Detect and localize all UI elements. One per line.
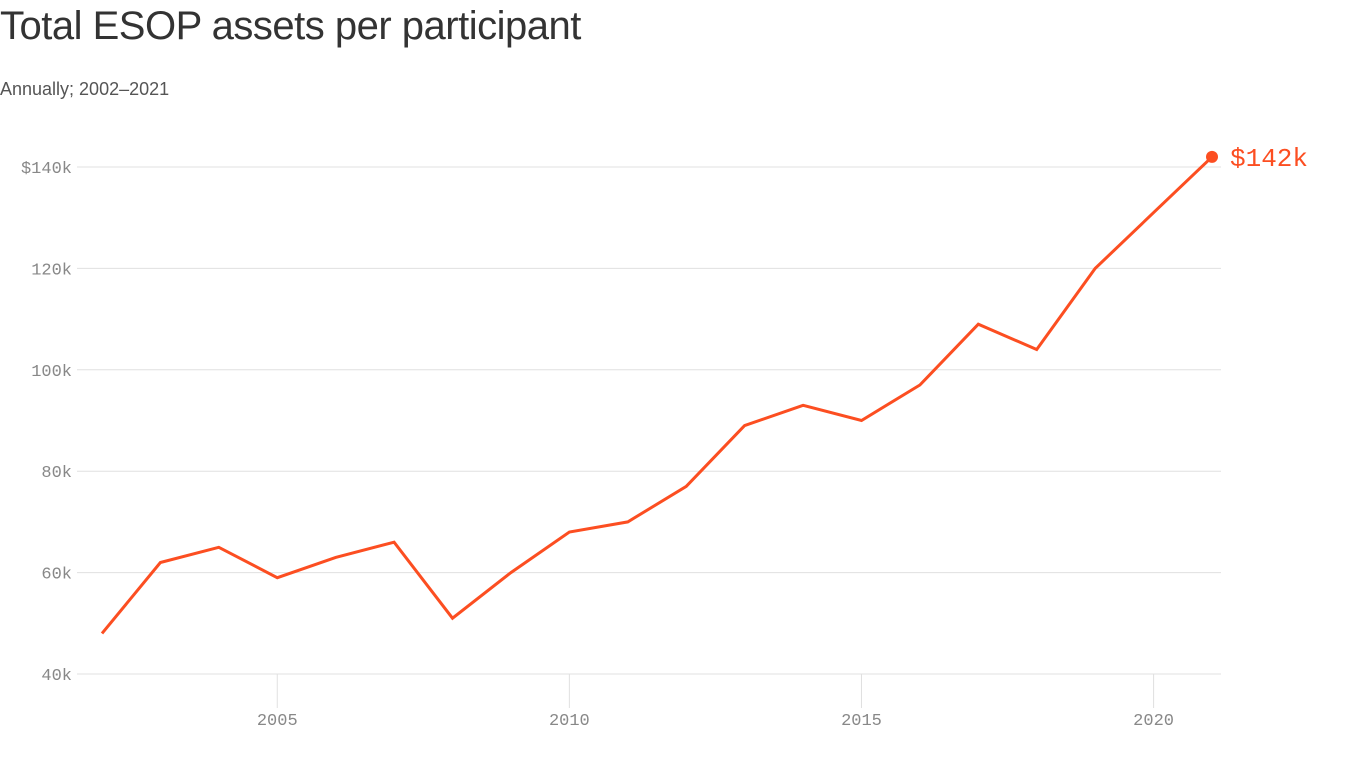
- x-tick-label: 2010: [549, 712, 590, 731]
- y-tick-label: 40k: [41, 667, 72, 686]
- y-tick-label: 120k: [31, 261, 72, 280]
- x-tick-label: 2020: [1133, 712, 1174, 731]
- chart-title: Total ESOP assets per participant: [0, 4, 581, 48]
- y-tick-label: 100k: [31, 363, 72, 382]
- end-value-label: $142k: [1230, 144, 1308, 174]
- x-axis: 2005 2010 2015 2020: [257, 674, 1174, 731]
- y-gridlines: [77, 166, 1221, 675]
- x-tick-label: 2015: [841, 712, 882, 731]
- chart-subtitle: Annually; 2002–2021: [0, 79, 170, 99]
- y-tick-label: 80k: [41, 464, 72, 483]
- x-tick-label: 2005: [257, 712, 298, 731]
- y-tick-label: 60k: [41, 566, 72, 585]
- y-tick-label: $140k: [21, 160, 72, 179]
- y-axis: $140k 120k 100k 80k 60k 40k: [21, 160, 72, 686]
- end-point-marker: [1206, 150, 1218, 163]
- data-line: [100, 155, 1214, 635]
